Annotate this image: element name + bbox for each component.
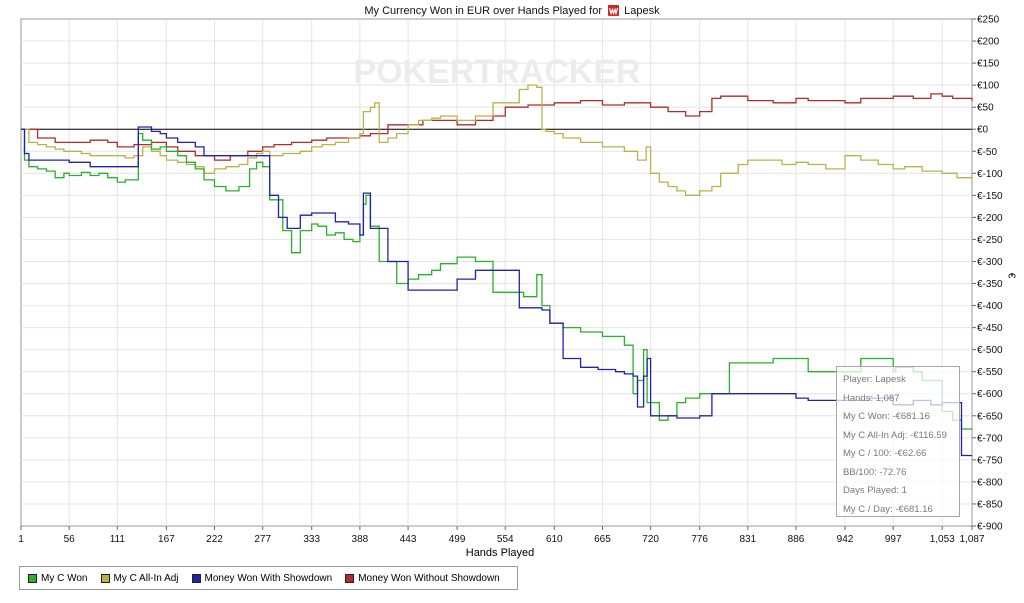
y-tick-label: €-450 <box>977 323 1003 334</box>
x-tick-label: 1,053 <box>930 534 955 545</box>
legend-label: My C Won <box>41 572 88 584</box>
x-axis-title: Hands Played <box>465 547 535 559</box>
legend-swatch <box>345 573 355 583</box>
y-tick-label: €0 <box>977 125 989 136</box>
x-tick-label: 167 <box>158 534 175 545</box>
y-axis: €250 €200 €150 €100 €50 €0 €-50 €-100 €-150 €-200… <box>972 15 1003 533</box>
y-tick-label: €-250 <box>977 235 1003 246</box>
x-tick-label: 333 <box>303 534 320 545</box>
y-tick-label: €-300 <box>977 257 1003 268</box>
tooltip-player: Player: Lapesk <box>843 374 906 385</box>
x-tick-label: 222 <box>206 534 223 545</box>
tooltip-days: Days Played: 1 <box>843 485 907 496</box>
x-tick-label: 720 <box>642 534 659 545</box>
y-tick-label: €-100 <box>977 169 1003 180</box>
x-tick-label: 1 <box>18 534 24 545</box>
x-tick-label: 443 <box>400 534 417 545</box>
y-tick-label: €-750 <box>977 455 1003 466</box>
y-tick-label: €-850 <box>977 499 1003 510</box>
tooltip-bb-100: BB/100: -72.76 <box>843 466 907 478</box>
x-tick-label: 776 <box>691 534 708 545</box>
x-tick-label: 277 <box>254 534 271 545</box>
y-tick-label: €-50 <box>977 147 997 158</box>
tooltip-per-100: My C / 100: -€62.66 <box>843 448 927 459</box>
chart-title-bar: My Currency Won in EUR over Hands Played… <box>0 5 1024 17</box>
legend-item-with-showdown[interactable]: Money Won With Showdown <box>191 572 333 584</box>
plot-area <box>20 18 973 527</box>
y-tick-label: €-600 <box>977 389 1003 400</box>
x-tick-label: 665 <box>594 534 611 545</box>
y-tick-label: €-400 <box>977 301 1003 312</box>
y-tick-label: €-650 <box>977 411 1003 422</box>
y-axis-title: € <box>1005 272 1017 279</box>
grid <box>21 19 972 526</box>
y-tick-label: €-700 <box>977 433 1003 444</box>
series-lines <box>21 84 973 457</box>
x-tick-label: 886 <box>788 534 805 545</box>
tooltip-hands: Hands: 1,087 <box>843 392 900 404</box>
y-tick-label: €-800 <box>977 477 1003 488</box>
legend-label: Money Won Without Showdown <box>358 572 500 584</box>
legend-item-my-c-won[interactable]: My C Won <box>28 573 88 584</box>
x-tick-label: 111 <box>110 534 126 545</box>
legend-label: My C All-In Adj <box>113 572 179 584</box>
y-tick-label: €-900 <box>977 522 1003 533</box>
tooltip-per-day: My C / Day: -€681.16 <box>843 503 933 515</box>
y-tick-label: €200 <box>977 37 1000 48</box>
series-line-my-c-all-in-adj <box>21 84 973 196</box>
y-tick-label: €100 <box>977 81 1000 92</box>
legend-swatch <box>100 573 110 583</box>
legend-item-without-showdown[interactable]: Money Won Without Showdown <box>345 573 500 584</box>
x-tick-label: 388 <box>352 534 369 545</box>
legend-item-all-in-adj[interactable]: My C All-In Adj <box>100 572 179 584</box>
player-name: Lapesk <box>624 5 660 17</box>
x-tick-label: 499 <box>449 534 466 545</box>
y-tick-label: €-150 <box>977 191 1003 202</box>
pokertracker-logo-icon <box>608 5 620 16</box>
chart-title: My Currency Won in EUR over Hands Played… <box>364 5 602 17</box>
watermark: POKERTRACKER <box>353 53 640 91</box>
x-tick-label: 831 <box>739 534 756 545</box>
legend: My C Won My C All-In Adj Money Won With … <box>19 566 518 590</box>
y-tick-label: €150 <box>977 59 1000 70</box>
x-tick-label: 1,087 <box>959 534 984 545</box>
y-tick-label: €50 <box>977 103 994 114</box>
series-line-money-won-with-showdown <box>21 126 972 457</box>
x-tick-label: 554 <box>497 534 514 545</box>
x-axis: 1 56 111 167 222 277 333 388 443 499 554 610 665 720 7… <box>18 526 985 545</box>
y-tick-label: €-350 <box>977 279 1003 290</box>
x-tick-label: 997 <box>885 534 902 545</box>
stats-tooltip: Player: Lapesk Hands: 1,087 My C Won: -€… <box>836 366 960 517</box>
tooltip-won: My C Won: -€681.16 <box>843 411 930 422</box>
y-tick-label: €-550 <box>977 367 1003 378</box>
y-tick-label: €250 <box>977 15 1000 26</box>
legend-swatch <box>28 573 37 583</box>
y-tick-label: €-500 <box>977 345 1003 356</box>
legend-label: Money Won With Showdown <box>204 572 333 584</box>
x-tick-label: 610 <box>546 534 563 545</box>
y-tick-label: €-200 <box>977 213 1003 224</box>
legend-swatch <box>191 573 201 583</box>
tooltip-all-in: My C All-In Adj: -€116.59 <box>843 429 947 441</box>
x-tick-label: 56 <box>64 534 76 545</box>
x-tick-label: 942 <box>837 534 854 545</box>
